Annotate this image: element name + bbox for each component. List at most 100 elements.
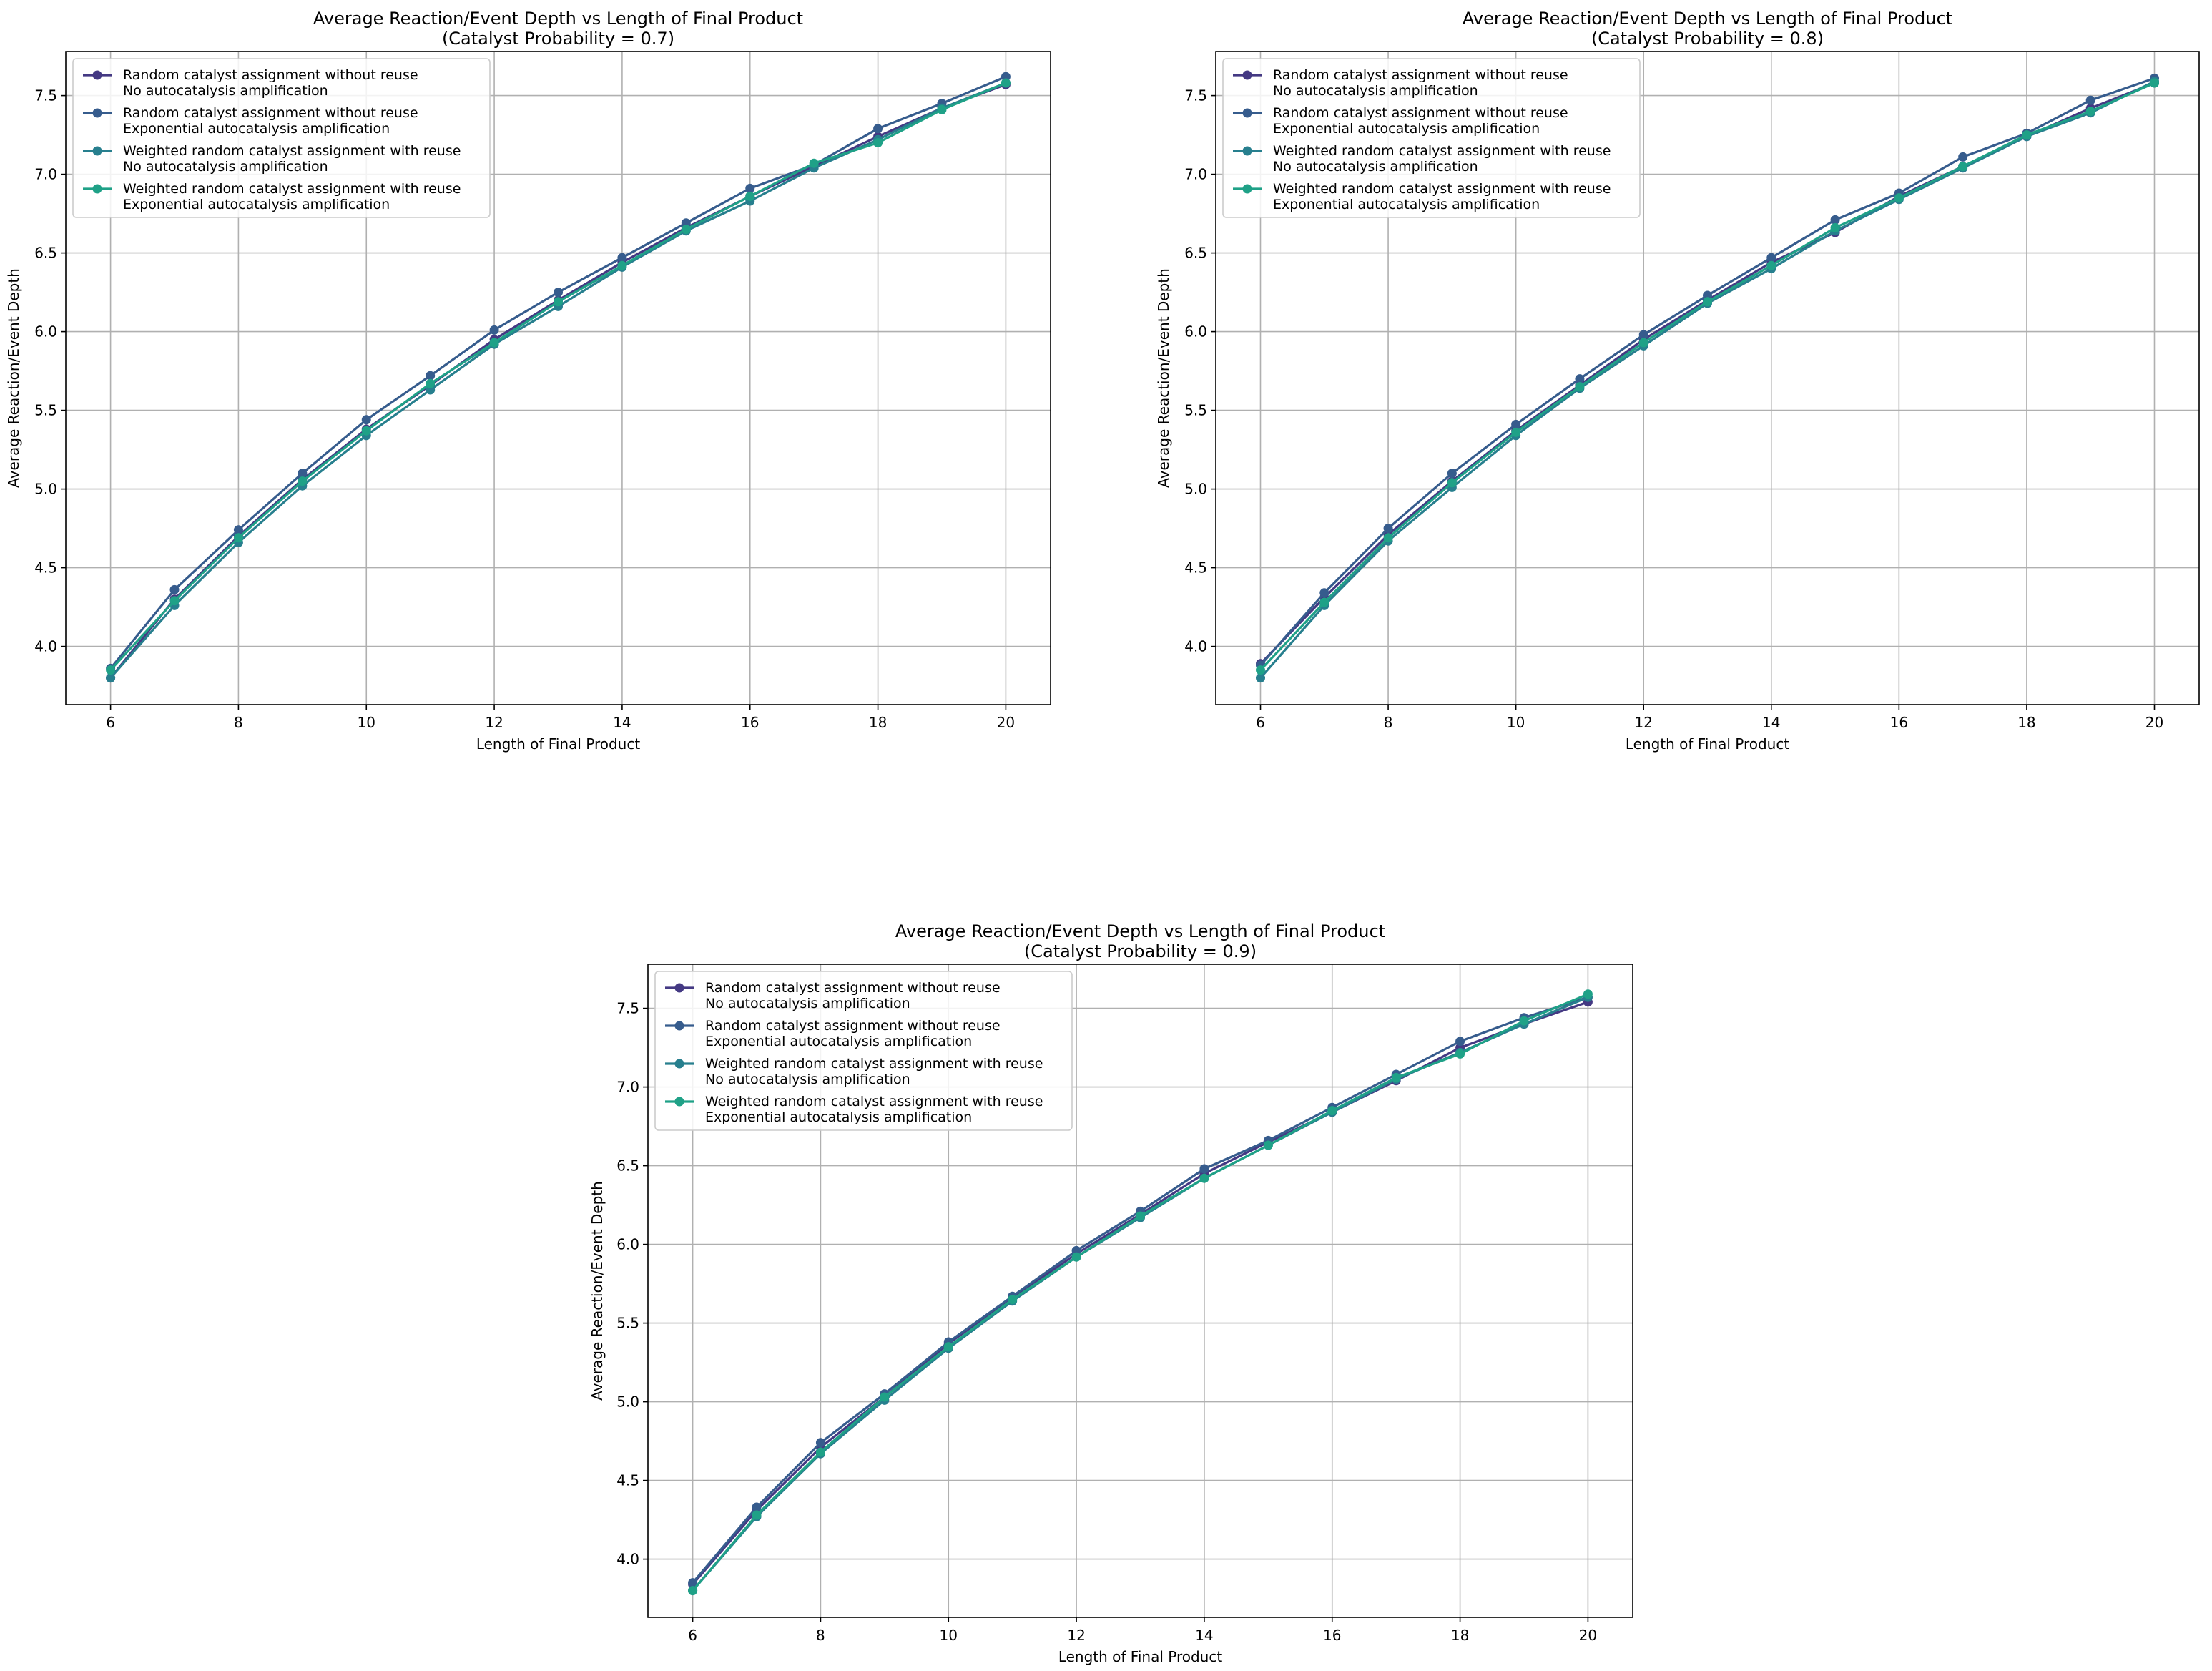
data-point [1455,1049,1465,1059]
legend-label: Exponential autocatalysis amplification [705,1034,972,1049]
data-point [745,191,755,201]
legend-swatch-marker [92,108,102,118]
legend-label: Random catalyst assignment without reuse [123,67,418,83]
data-point [1001,78,1011,88]
data-point [426,371,436,381]
y-axis-label: Average Reaction/Event Depth [1155,268,1172,488]
y-tick-label: 7.5 [34,87,57,104]
data-point [169,596,180,606]
y-tick-label: 7.5 [616,1000,639,1017]
chart-title: Average Reaction/Event Depth vs Length o… [895,921,1385,941]
data-point [1638,338,1648,348]
x-tick-label: 14 [613,714,631,731]
data-point [815,1447,825,1457]
x-tick-label: 16 [741,714,759,731]
legend-swatch-marker [1242,146,1252,156]
y-tick-label: 7.0 [1184,166,1207,183]
data-point [681,225,691,235]
x-tick-label: 20 [997,714,1015,731]
data-point [1455,1037,1465,1047]
data-point [943,1342,953,1352]
legend-label: No autocatalysis amplification [705,1072,910,1087]
data-point [1766,253,1776,263]
legend-box [72,58,491,218]
y-axis-label: Average Reaction/Event Depth [589,1181,606,1401]
x-tick-label: 16 [1323,1627,1341,1644]
legend-label: Random catalyst assignment without reuse [705,980,1001,996]
data-point [617,253,627,263]
legend-label: No autocatalysis amplification [123,83,328,99]
data-point [554,297,563,307]
y-tick-label: 4.5 [34,559,57,577]
legend-swatch-marker [674,1097,684,1107]
data-point [1575,382,1585,392]
data-point [1511,427,1521,437]
x-tick-label: 16 [1890,714,1908,731]
x-axis-label: Length of Final Product [476,735,641,753]
data-point [1263,1140,1273,1150]
data-point [1136,1211,1145,1221]
data-point [1319,588,1329,598]
y-tick-label: 6.5 [616,1157,639,1175]
data-point [1256,673,1265,683]
y-tick-label: 7.0 [616,1079,639,1096]
data-point [1958,152,1968,162]
x-tick-label: 8 [816,1627,825,1644]
data-point [752,1510,762,1520]
legend-swatch-marker [674,983,684,993]
data-point [2085,95,2095,105]
y-tick-label: 4.5 [1184,559,1207,577]
chart-subtitle: (Catalyst Probability = 0.7) [442,29,674,49]
axes-frame [1215,51,2200,705]
data-point [688,1578,698,1588]
legend: Random catalyst assignment without reuse… [72,58,491,218]
x-tick-label: 6 [106,714,115,731]
legend-label: Exponential autocatalysis amplification [1273,197,1540,212]
legend-box [1222,58,1641,218]
data-point [1638,330,1648,340]
data-point [1894,193,1904,203]
data-point [2150,78,2159,88]
legend-label: Exponential autocatalysis amplification [705,1109,972,1125]
legend-swatch-marker [674,1021,684,1031]
data-point [873,138,883,148]
legend-label: Weighted random catalyst assignment with… [1273,181,1611,197]
data-point [106,665,116,675]
legend-swatch-marker [674,1059,684,1069]
data-point [426,378,436,388]
y-tick-label: 5.0 [616,1393,639,1411]
x-tick-label: 8 [1384,714,1393,731]
x-axis-label: Length of Final Product [1058,1648,1223,1665]
legend-swatch-marker [92,184,102,194]
y-axis-label: Average Reaction/Event Depth [5,268,22,488]
data-point [233,533,243,543]
x-axis-label: Length of Final Product [1626,735,1790,753]
data-point [809,158,819,168]
y-tick-label: 6.0 [616,1236,639,1253]
legend-swatch-marker [1242,108,1252,118]
legend-swatch-marker [92,146,102,156]
x-tick-label: 6 [688,1627,697,1644]
data-point [106,673,116,683]
legend-label: Exponential autocatalysis amplification [1273,121,1540,137]
y-tick-label: 5.5 [34,402,57,419]
legend-label: Weighted random catalyst assignment with… [705,1094,1043,1109]
data-point [1447,469,1457,479]
x-tick-label: 20 [2145,714,2163,731]
data-point [617,260,627,270]
legend-label: Exponential autocatalysis amplification [123,197,390,212]
x-tick-label: 10 [940,1627,958,1644]
chart-panel-2: 6 8 10 12 14 16 18 20 4.0 4.5 5.0 5.5 6.0 6.5 7.0 7.5 Av… [1155,9,2200,753]
data-point [1383,524,1393,534]
x-tick-label: 8 [234,714,243,731]
legend-label: Weighted random catalyst assignment with… [705,1056,1043,1072]
chart-subtitle: (Catalyst Probability = 0.8) [1591,29,1824,49]
data-point [688,1586,698,1596]
y-tick-label: 6.0 [34,323,57,340]
data-point [1703,297,1712,307]
x-tick-label: 6 [1256,714,1265,731]
legend-label: Weighted random catalyst assignment with… [123,181,461,197]
legend: Random catalyst assignment without reuse… [654,971,1073,1131]
data-point [1958,162,1968,172]
x-tick-label: 14 [1195,1627,1213,1644]
